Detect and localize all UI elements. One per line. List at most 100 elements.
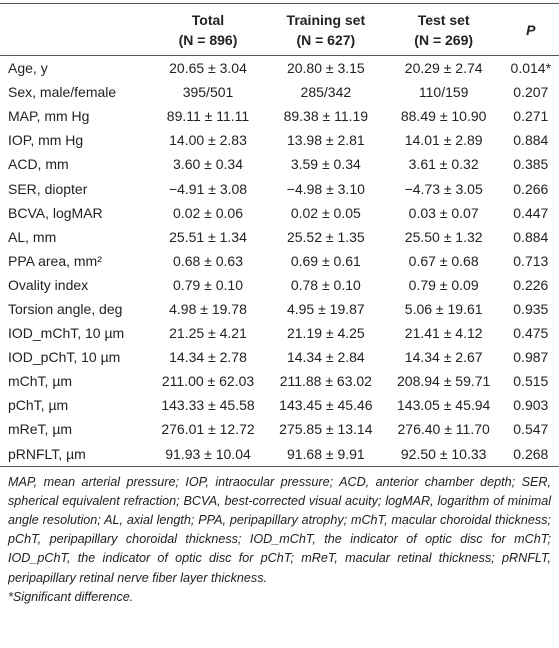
table-cell: 276.40 ± 11.70 [397, 421, 490, 438]
header-text: (N = 896) [178, 32, 238, 48]
row-label: Ovality index [8, 276, 89, 293]
header-cell: P [503, 4, 559, 56]
row-label: IOP, mm Hg [8, 132, 84, 149]
table-cell: 25.52 ± 1.35 [286, 228, 365, 245]
table-cell: 0.903 [513, 397, 549, 414]
table-cell: 92.50 ± 10.33 [400, 445, 487, 462]
header-text: Training set [286, 12, 366, 28]
table-row: mChT, µm 211.00 ± 62.03 211.88 ± 63.02 208.… [0, 369, 559, 393]
row-label: Sex, male/female [8, 84, 117, 101]
table-cell: 14.34 ± 2.84 [286, 349, 365, 366]
table-cell: 0.475 [513, 325, 549, 342]
table-row: Torsion angle, deg 4.98 ± 19.78 4.95 ± 19.… [0, 297, 559, 321]
table-cell: 0.02 ± 0.05 [290, 204, 361, 221]
table-cell: 91.68 ± 9.91 [286, 445, 365, 462]
table-cell: 25.51 ± 1.34 [169, 228, 247, 245]
table-cell: 211.88 ± 63.02 [279, 373, 372, 390]
table-cell: 0.266 [513, 180, 549, 197]
table-cell: 0.79 ± 0.09 [408, 276, 479, 293]
table-cell: 0.268 [513, 445, 549, 462]
row-label: mChT, µm [8, 373, 73, 390]
table-cell: 20.65 ± 3.04 [169, 60, 247, 77]
table-cell: 14.34 ± 2.67 [404, 349, 483, 366]
row-label: Age, y [8, 60, 48, 77]
row-label: Torsion angle, deg [8, 300, 123, 317]
table-row: ACD, mm 3.60 ± 0.34 3.59 ± 0.34 3.61 ± 0.32… [0, 152, 559, 176]
table-cell: 0.713 [513, 252, 549, 269]
table-cell: 0.271 [513, 108, 549, 125]
header-cell: Total (N = 896) [149, 4, 267, 56]
table-cell: 276.01 ± 12.72 [161, 421, 255, 438]
header-text: (N = 627) [296, 32, 356, 48]
table-cell: 4.95 ± 19.87 [286, 300, 365, 317]
table-cell: 0.515 [513, 373, 549, 390]
table-cell: −4.98 ± 3.10 [286, 180, 365, 197]
table-cell: 88.49 ± 10.90 [400, 108, 487, 125]
row-label: mReT, µm [8, 421, 73, 438]
table-cell: 25.50 ± 1.32 [404, 228, 483, 245]
table-cell: 0.03 ± 0.07 [408, 204, 479, 221]
table-cell: 14.34 ± 2.78 [169, 349, 247, 366]
table-cell: 0.547 [513, 421, 549, 438]
table-cell: 0.884 [513, 228, 549, 245]
header-cell [0, 4, 149, 56]
table-row: IOP, mm Hg 14.00 ± 2.83 13.98 ± 2.81 14.01 … [0, 128, 559, 152]
table-cell: −4.73 ± 3.05 [404, 180, 483, 197]
table-cell: 89.11 ± 11.11 [166, 108, 250, 125]
table-row: IOD_mChT, 10 µm 21.25 ± 4.21 21.19 ± 4.25 2… [0, 321, 559, 345]
table-cell: 143.45 ± 45.46 [279, 397, 373, 414]
table-cell: 0.207 [513, 84, 549, 101]
table-row: pChT, µm 143.33 ± 45.58 143.45 ± 45.46 143.… [0, 393, 559, 417]
table-cell: 143.05 ± 45.94 [397, 397, 491, 414]
table-cell: 0.69 ± 0.61 [290, 252, 361, 269]
footnote-abbreviations: MAP, mean arterial pressure; IOP, intrao… [8, 474, 551, 585]
table-row: AL, mm 25.51 ± 1.34 25.52 ± 1.35 25.50 ± 1.… [0, 225, 559, 249]
table-cell: 285/342 [300, 84, 352, 101]
header-text: Total [191, 12, 225, 28]
table-cell: 0.385 [513, 156, 549, 173]
table-cell: 3.61 ± 0.32 [408, 156, 479, 173]
table-row: Ovality index 0.79 ± 0.10 0.78 ± 0.10 0.79 … [0, 273, 559, 297]
row-label: IOD_pChT, 10 µm [8, 349, 121, 366]
header-cell: Training set (N = 627) [267, 4, 385, 56]
table-row: BCVA, logMAR 0.02 ± 0.06 0.02 ± 0.05 0.03 ±… [0, 201, 559, 225]
table-cell: 20.80 ± 3.15 [286, 60, 365, 77]
row-label: IOD_mChT, 10 µm [8, 325, 125, 342]
footnote: MAP, mean arterial pressure; IOP, intrao… [0, 467, 559, 607]
table-cell: 20.29 ± 2.74 [404, 60, 483, 77]
table-cell: 0.79 ± 0.10 [173, 276, 243, 293]
table-cell: 14.00 ± 2.83 [169, 132, 247, 149]
table-cell: 3.60 ± 0.34 [173, 156, 243, 173]
table-cell: 0.68 ± 0.63 [173, 252, 243, 269]
table-cell: 4.98 ± 19.78 [169, 300, 247, 317]
table-header: Total (N = 896) Training set (N = 627) Test … [0, 3, 559, 56]
table-row: Sex, male/female 395/501 285/342 110/159 0.2… [0, 80, 559, 104]
table-cell: 208.94 ± 59.71 [397, 373, 491, 390]
table-cell: 275.85 ± 13.14 [279, 421, 373, 438]
table-row: MAP, mm Hg 89.11 ± 11.11 89.38 ± 11.19 88.4… [0, 104, 559, 128]
table-cell: 0.447 [513, 204, 549, 221]
table-cell: 89.38 ± 11.19 [283, 108, 369, 125]
table-cell: 13.98 ± 2.81 [286, 132, 365, 149]
table-cell: 0.226 [513, 276, 549, 293]
data-table: Total (N = 896) Training set (N = 627) Test … [0, 3, 559, 467]
table-cell: 91.93 ± 10.04 [165, 445, 251, 462]
table-cell: 395/501 [182, 84, 234, 101]
table-cell: 211.00 ± 62.03 [161, 373, 255, 390]
table-cell: 0.014* [510, 60, 552, 77]
table-cell: 0.67 ± 0.68 [408, 252, 479, 269]
table-cell: 0.935 [513, 300, 549, 317]
header-cell: Test set (N = 269) [385, 4, 503, 56]
table-cell: 0.02 ± 0.06 [173, 204, 243, 221]
row-label: SER, diopter [8, 180, 88, 197]
table-row: pRNFLT, µm 91.93 ± 10.04 91.68 ± 9.91 92.50… [0, 442, 559, 467]
table-cell: 3.59 ± 0.34 [290, 156, 361, 173]
table-row: PPA area, mm² 0.68 ± 0.63 0.69 ± 0.61 0.67 … [0, 249, 559, 273]
table-cell: 0.987 [513, 349, 549, 366]
table-cell: 110/159 [418, 84, 469, 101]
header-text: (N = 269) [414, 32, 474, 48]
footnote-significance: *Significant difference. [8, 589, 134, 604]
page: Total (N = 896) Training set (N = 627) Test … [0, 3, 559, 648]
row-label: pChT, µm [8, 397, 69, 414]
table-cell: 0.78 ± 0.10 [290, 276, 361, 293]
